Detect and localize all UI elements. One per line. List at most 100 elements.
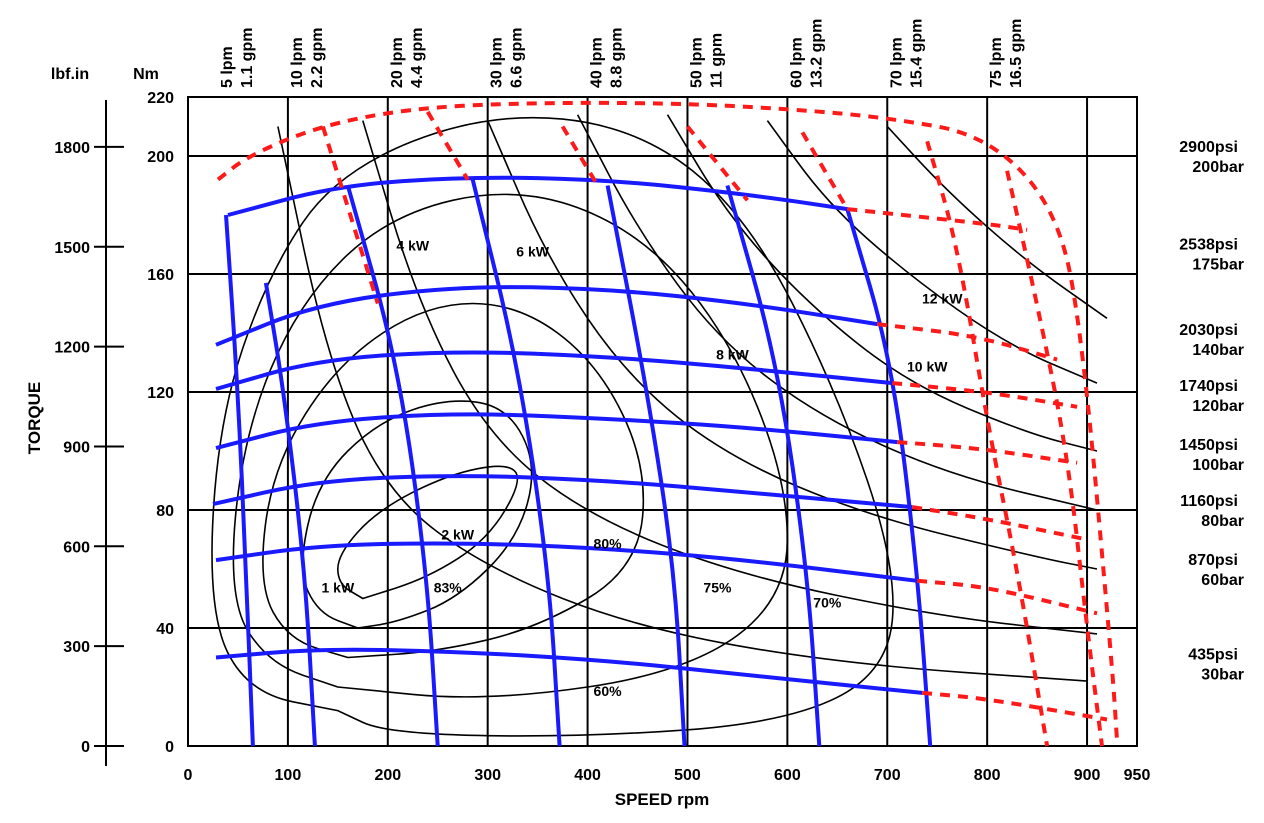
efficiency-label: 60%: [594, 683, 623, 699]
x-tick-label: 300: [474, 767, 501, 784]
limit-flow-segment: [800, 131, 850, 211]
power-line: [576, 114, 1098, 511]
efficiency-contour: [232, 193, 789, 698]
pressure-label-psi: 1160psi: [1180, 493, 1238, 510]
limit-extension: [877, 322, 1058, 362]
limit-flow-segment: [320, 125, 380, 305]
flow-label-gpm: 11 gpm: [708, 33, 725, 88]
x-tick-label: 200: [374, 767, 401, 784]
efficiency-label: 80%: [594, 535, 623, 551]
power-line: [486, 120, 1098, 570]
limit-flow-segment: [425, 110, 470, 181]
y-tick-label-nm: 80: [156, 503, 174, 520]
flow-label-gpm: 13.2 gpm: [808, 19, 825, 88]
limit-extension: [847, 207, 1028, 232]
flow-label-lpm: 10 lpm: [289, 37, 306, 88]
x-tick-label: 700: [874, 767, 901, 784]
power-line: [362, 120, 1098, 635]
flow-lines: [224, 179, 933, 747]
y-tick-label-lbfin: 900: [63, 439, 90, 456]
pressure-label-psi: 435psi: [1188, 646, 1238, 663]
pressure-label-bar: 120bar: [1192, 398, 1244, 415]
flow-label-gpm: 6.6 gpm: [509, 28, 526, 88]
power-label: 12 kW: [922, 291, 963, 307]
flow-label-lpm: 40 lpm: [589, 37, 606, 88]
efficiency-contour: [211, 116, 894, 737]
power-label: 4 kW: [396, 237, 429, 253]
limit-flow-segment: [1005, 170, 1104, 747]
pressure-label-bar: 100bar: [1192, 457, 1244, 474]
pressure-line: [215, 285, 878, 347]
flow-line: [470, 179, 562, 747]
y-axis-title: TORQUE: [25, 382, 44, 454]
pressure-line: [215, 541, 918, 583]
efficiency-label: 75%: [703, 580, 732, 596]
power-line: [666, 114, 1098, 452]
pressure-label-psi: 1740psi: [1179, 378, 1238, 395]
y-tick-label-lbfin: 600: [63, 539, 90, 556]
flow-label-gpm: 15.4 gpm: [908, 19, 925, 88]
unit-lbfin: lbf.in: [51, 66, 89, 83]
plot-frame: [187, 96, 1138, 747]
limit-extension: [911, 505, 1088, 542]
flow-label-lpm: 30 lpm: [489, 37, 506, 88]
pressure-label-bar: 175bar: [1192, 256, 1244, 273]
y-tick-label-nm: 0: [165, 739, 174, 756]
power-label: 2 kW: [441, 527, 474, 543]
pressure-label-bar: 80bar: [1201, 513, 1244, 530]
flow-label-lpm: 60 lpm: [788, 37, 805, 88]
y-tick-label-lbfin: 1800: [54, 140, 90, 157]
flow-label-gpm: 16.5 gpm: [1008, 19, 1025, 88]
power-label: 6 kW: [516, 243, 549, 259]
pressure-label-bar: 30bar: [1201, 666, 1244, 683]
limit-curve: [216, 100, 1119, 747]
limit-extension: [917, 578, 1098, 616]
flow-label-gpm: 4.4 gpm: [409, 28, 426, 88]
flow-label-lpm: 5 lpm: [219, 46, 236, 88]
flow-label-lpm: 20 lpm: [389, 37, 406, 88]
y-tick-label-lbfin: 0: [81, 739, 90, 756]
power-lines: [277, 114, 1108, 682]
x-tick-label: 100: [275, 767, 302, 784]
pressure-label-bar: 60bar: [1201, 572, 1244, 589]
flow-label-lpm: 50 lpm: [688, 37, 705, 88]
x-tick-label: 600: [774, 767, 801, 784]
efficiency-contour: [262, 302, 645, 659]
unit-nm: Nm: [133, 66, 159, 83]
limit-flow-segment: [560, 125, 600, 187]
flow-label-lpm: 70 lpm: [888, 37, 905, 88]
x-axis-title: SPEED rpm: [615, 790, 709, 809]
pressure-label-psi: 2538psi: [1179, 236, 1238, 253]
x-tick-label: 400: [574, 767, 601, 784]
flow-line: [605, 185, 687, 747]
limit-flow-segment: [685, 125, 749, 202]
pressure-label-bar: 140bar: [1192, 342, 1244, 359]
x-tick-label: 500: [674, 767, 701, 784]
limit-flow-segment: [925, 140, 1050, 747]
pressure-line: [227, 175, 848, 217]
y-tick-label-nm: 40: [156, 621, 174, 638]
flow-line: [345, 184, 440, 747]
y-tick-label-nm: 220: [147, 90, 174, 107]
power-line: [886, 125, 1108, 319]
pressure-line: [215, 412, 898, 451]
flow-label-gpm: 8.8 gpm: [609, 28, 626, 88]
power-line: [766, 120, 1098, 384]
pressure-line: [215, 350, 893, 391]
power-label: 8 kW: [716, 347, 749, 363]
pressure-label-psi: 2030psi: [1179, 322, 1238, 339]
flow-line: [845, 208, 933, 747]
y-tick-label-lbfin: 1200: [54, 340, 90, 357]
x-tick-label: 950: [1124, 767, 1151, 784]
x-tick-label: 0: [184, 767, 193, 784]
y-tick-label-nm: 200: [147, 149, 174, 166]
labels: 83% 80% 75% 70% 60% 1 kW 2 kW 4 kW 6 kW 8 kW 10 kW…: [219, 19, 1244, 699]
limit-extension: [897, 440, 1078, 465]
x-tick-label: 900: [1074, 767, 1101, 784]
pressure-label-psi: 870psi: [1188, 552, 1238, 569]
efficiency-contour: [302, 400, 533, 629]
y-tick-label-nm: 120: [147, 385, 174, 402]
flow-line: [725, 184, 822, 747]
power-line: [277, 126, 1088, 682]
